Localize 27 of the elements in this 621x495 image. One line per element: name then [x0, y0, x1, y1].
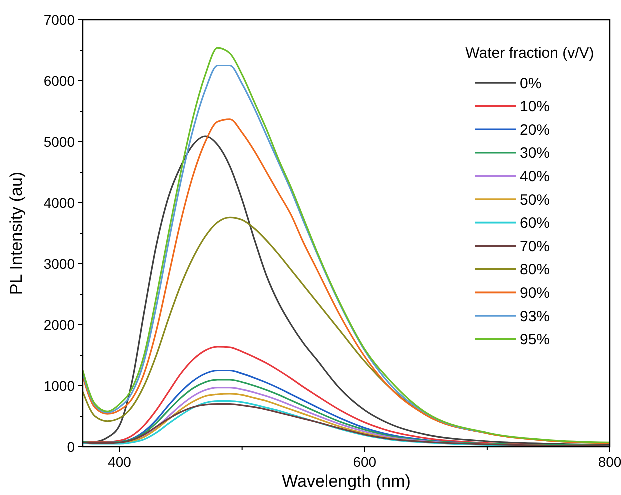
y-tick-label: 7000 — [44, 12, 76, 28]
y-tick-label: 5000 — [44, 134, 76, 150]
y-tick-label: 4000 — [44, 194, 76, 211]
y-tick-label: 3000 — [44, 256, 76, 272]
x-axis-title: Wavelength (nm) — [282, 472, 411, 491]
legend-label: 90% — [520, 284, 550, 302]
y-tick-label: 0 — [67, 438, 76, 455]
legend-label: 50% — [520, 192, 550, 209]
x-tick-label: 800 — [598, 454, 621, 470]
legend-label: 60% — [520, 215, 550, 232]
x-tick-label: 600 — [353, 454, 377, 470]
legend-label: 95% — [520, 332, 550, 349]
legend-label: 70% — [520, 238, 550, 256]
legend-label: 20% — [520, 122, 550, 139]
y-tick-label: 1000 — [44, 378, 76, 394]
y-tick-label: 6000 — [44, 72, 76, 89]
legend-label: 10% — [520, 98, 550, 116]
legend-title: Water fraction (v/V) — [466, 45, 594, 62]
x-tick-label: 400 — [108, 454, 132, 470]
legend-label: 30% — [520, 145, 550, 162]
y-axis-title: PL Intensity (au) — [7, 172, 26, 296]
legend-label: 0% — [520, 75, 542, 92]
y-tick-label: 2000 — [44, 316, 76, 333]
legend-label: 93% — [520, 308, 550, 326]
legend-label: 80% — [520, 262, 550, 279]
line-series — [83, 47, 610, 444]
legend-label: 40% — [520, 168, 550, 186]
